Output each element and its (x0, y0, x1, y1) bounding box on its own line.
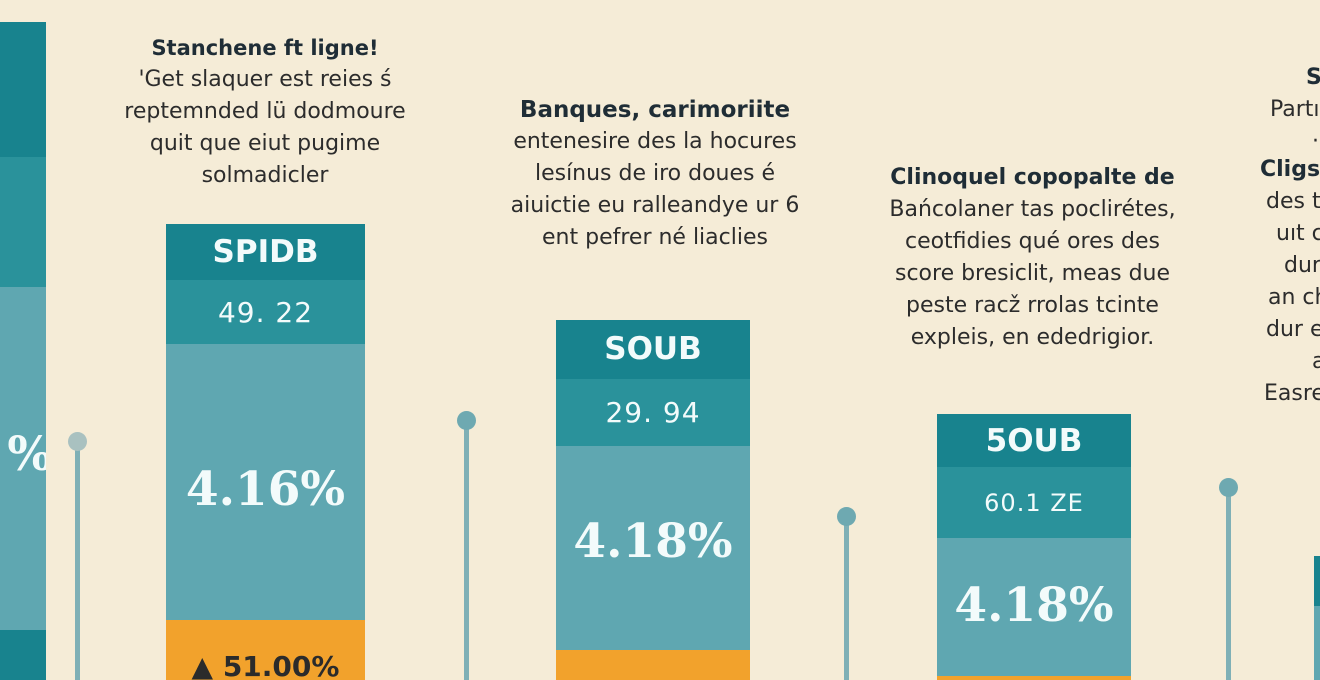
bar-0-percent-segment: % (0, 287, 46, 630)
caption-2-line: lesínus de iro doues é (534, 161, 776, 186)
caption-4-line: uıt c (1276, 221, 1320, 246)
bar-spidb-value-segment: 49. 22 (166, 279, 365, 345)
caption-4: S Partı · Cligs des to uıt c dur an ch d… (1250, 62, 1320, 410)
bar-5oub-label: 5OUB (985, 422, 1083, 459)
stem-2 (464, 420, 469, 680)
bar-0: % (0, 22, 46, 680)
caption-4-line: Easre (1264, 381, 1320, 406)
bar-5oub-base-segment (937, 676, 1131, 680)
bar-spidb-base-segment: ▲ 51.00% (166, 620, 365, 680)
stem-1 (75, 441, 80, 680)
stem-knob-1 (68, 432, 87, 451)
stem-knob-2 (457, 411, 476, 430)
bar-5oub-value: 60.1 ZE (984, 488, 1084, 517)
caption-4-line: an ch (1268, 285, 1320, 310)
bar-0-title-segment (0, 22, 46, 157)
caption-2-title: Banques, carimoriite (519, 97, 791, 123)
bar-spidb-title: SPIDB (166, 224, 365, 280)
caption-4-line: a (1312, 349, 1320, 374)
caption-4-line: dur (1284, 253, 1320, 278)
caption-4-line: dur e (1266, 317, 1320, 342)
bar-spidb-label: SPIDB (212, 233, 319, 270)
caption-4-title-top: S (1306, 65, 1320, 90)
caption-3-line: expleis, en ededrigior. (910, 325, 1155, 350)
stem-knob-4 (1219, 478, 1238, 497)
caption-3-title: Clinoquel copopalte de (890, 165, 1175, 190)
bar-soub-value-segment: 29. 94 (556, 378, 750, 447)
bar-spidb-value: 49. 22 (217, 295, 314, 329)
bar-soub-label: SOUB (604, 331, 702, 368)
bar-soub-value: 29. 94 (605, 395, 701, 429)
bar-5oub-value-segment: 60.1 ZE (937, 467, 1131, 538)
bar-soub-percent-segment: 4.18% (556, 446, 750, 650)
caption-1-line: reptemnded lü dodmoure (124, 99, 406, 124)
caption-3: Clinoquel copopalte de Bańcolaner tas po… (865, 162, 1200, 354)
bar-4-percent-segment (1314, 606, 1320, 680)
stem-4 (1226, 488, 1231, 680)
bar-soub-base-segment (556, 650, 750, 680)
caption-2: Banques, carimoriite entenesire des la h… (490, 94, 820, 254)
caption-3-line: Bańcolaner tas poclirétes, (889, 197, 1176, 222)
bar-0-base-segment (0, 630, 46, 680)
bar-spidb-percent-segment: 4.16% (166, 344, 365, 620)
bar-spidb-percent: 4.16% (185, 462, 346, 518)
bar-5oub-title: 5OUB (937, 414, 1131, 467)
bar-spidb: SPIDB 49. 22 4.16% ▲ 51.00% (166, 224, 365, 680)
bar-5oub-percent-segment: 4.18% (937, 538, 1131, 676)
caption-1-line: solmadicler (201, 163, 329, 188)
bar-0-percent: % (7, 427, 46, 482)
caption-4-title: Cligs (1260, 157, 1320, 182)
caption-4-dot: · (1312, 129, 1319, 154)
stem-3 (844, 516, 849, 680)
caption-1: Stanchene ft ligne! 'Get slaquer est rei… (100, 32, 430, 192)
bar-spidb-base: ▲ 51.00% (191, 650, 340, 680)
bar-soub-title: SOUB (556, 320, 750, 379)
caption-2-line: ent pefrer né liaclies (542, 225, 768, 250)
caption-1-title: Stanchene ft ligne! (151, 36, 379, 60)
bar-4-title-segment (1314, 556, 1320, 606)
bar-5oub: 5OUB 60.1 ZE 4.18% (937, 414, 1131, 680)
caption-2-line: entenesire des la hocures (513, 129, 797, 154)
bar-soub-percent: 4.18% (573, 514, 733, 570)
caption-2-line: aiuictie eu ralleandye ur 6 (510, 193, 800, 218)
stem-knob-3 (837, 507, 856, 526)
bar-soub: SOUB 29. 94 4.18% (556, 320, 750, 680)
bar-0-value-segment (0, 157, 46, 287)
caption-4-line-top: Partı (1270, 97, 1320, 122)
bar-4 (1314, 556, 1320, 680)
caption-3-line: peste racž rrolas tcinte (906, 293, 1159, 318)
caption-3-line: ceotfidies qué ores des (904, 229, 1161, 254)
bar-5oub-percent: 4.18% (954, 578, 1114, 633)
caption-1-line: 'Get slaquer est reies ś (138, 67, 392, 92)
caption-1-line: quit que eiut pugime (149, 131, 381, 156)
caption-3-line: score bresiclit, meas due (894, 261, 1171, 286)
caption-4-line: des to (1266, 189, 1320, 214)
